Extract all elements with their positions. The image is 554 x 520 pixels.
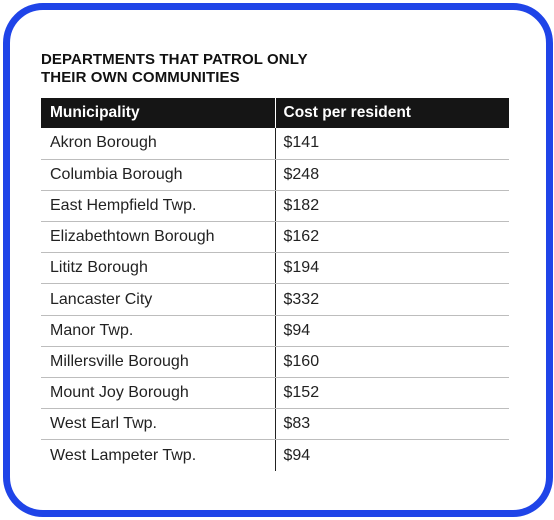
table-row: Mount Joy Borough $152 [41, 377, 509, 410]
table-row: West Lampeter Twp. $94 [41, 439, 509, 472]
title-line-1: DEPARTMENTS THAT PATROL ONLY [41, 51, 308, 68]
table-row: Lancaster City $332 [41, 283, 509, 316]
municipality-cell: Columbia Borough [41, 159, 275, 191]
cost-cell: $94 [274, 439, 509, 472]
column-header-municipality: Municipality [41, 98, 275, 128]
table-row: Manor Twp. $94 [41, 315, 509, 347]
municipality-cell: Millersville Borough [41, 346, 275, 379]
municipality-cell: Mount Joy Borough [41, 377, 275, 410]
cost-cell: $141 [274, 128, 509, 160]
municipality-cell: Elizabethtown Borough [41, 221, 275, 254]
title-line-2: THEIR OWN COMMUNITIES [41, 69, 240, 86]
cost-cell: $152 [274, 377, 509, 410]
municipality-cell: Lancaster City [41, 283, 275, 316]
cost-cell: $248 [274, 159, 509, 191]
municipality-cell: West Earl Twp. [41, 408, 275, 441]
cost-cell: $162 [274, 221, 509, 254]
cost-table: Municipality Cost per resident Akron Bor… [41, 98, 509, 472]
cost-cell: $83 [274, 408, 509, 441]
table-row: East Hempfield Twp. $182 [41, 190, 509, 223]
cost-cell: $182 [274, 190, 509, 223]
cost-cell: $332 [274, 283, 509, 316]
municipality-cell: Lititz Borough [41, 252, 275, 285]
municipality-cell: East Hempfield Twp. [41, 190, 275, 223]
cost-cell: $94 [274, 315, 509, 347]
table-row: Elizabethtown Borough $162 [41, 221, 509, 254]
table-row: Millersville Borough $160 [41, 346, 509, 379]
table-row: West Earl Twp. $83 [41, 408, 509, 441]
cost-cell: $194 [274, 252, 509, 285]
municipality-cell: West Lampeter Twp. [50, 446, 197, 464]
table-row: Akron Borough $141 [41, 128, 509, 160]
table-row: Columbia Borough $248 [41, 159, 509, 191]
header-row: Municipality Cost per resident [41, 98, 509, 128]
column-header-cost: Cost per resident [274, 98, 509, 128]
municipality-cell: Manor Twp. [41, 315, 275, 347]
table-row: Lititz Borough $194 [41, 252, 509, 285]
table-title: DEPARTMENTS THAT PATROL ONLY THEIR OWN C… [41, 51, 401, 87]
cost-cell: $160 [274, 346, 509, 379]
municipality-cell: Akron Borough [41, 128, 275, 160]
table-body: Akron Borough $141 Columbia Borough $248 Eas… [41, 128, 509, 472]
